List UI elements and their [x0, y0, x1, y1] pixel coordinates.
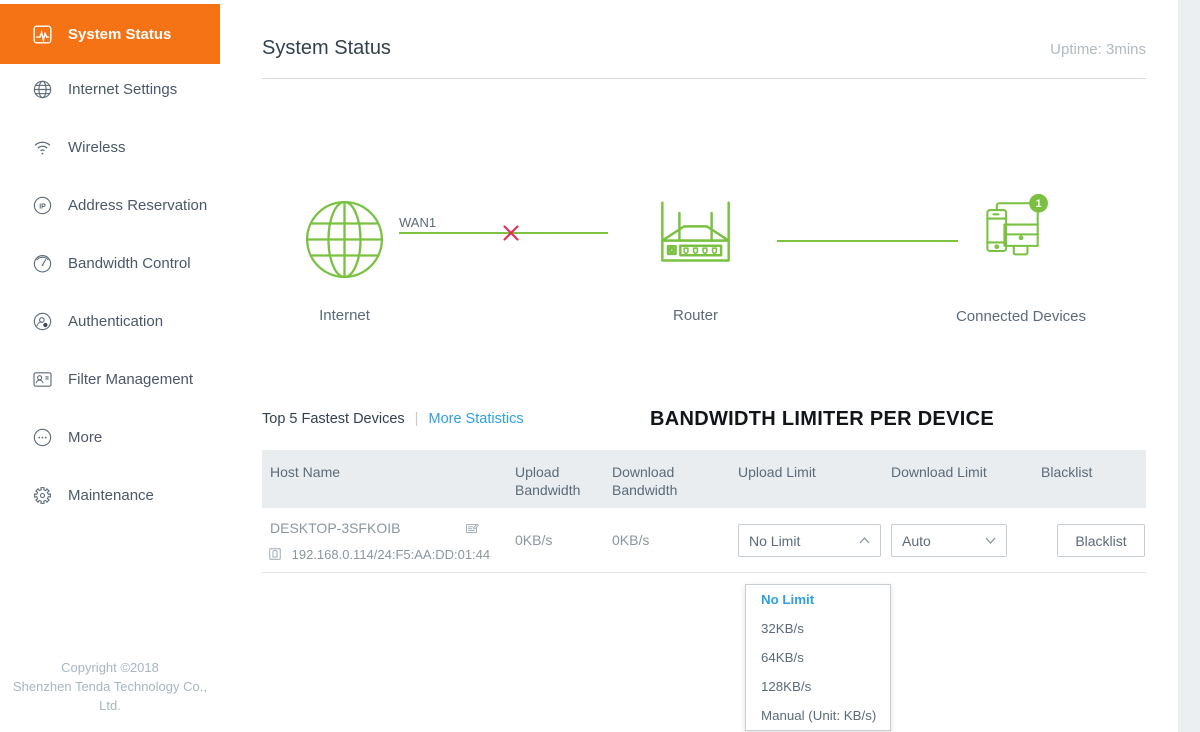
svg-text:IP: IP: [39, 203, 46, 210]
svg-text:1: 1: [1036, 198, 1042, 210]
